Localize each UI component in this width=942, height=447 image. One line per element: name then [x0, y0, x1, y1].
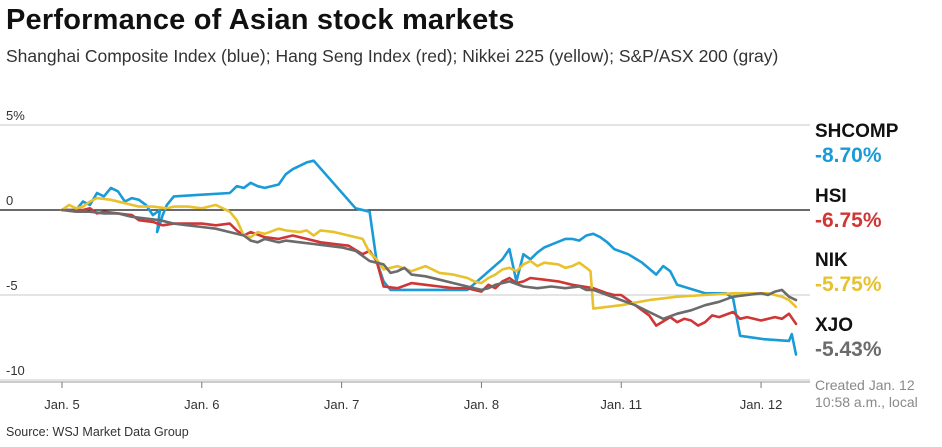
created-date: Created Jan. 12 [815, 377, 915, 393]
source-note: Source: WSJ Market Data Group [6, 425, 189, 439]
y-tick-label: 5% [6, 108, 25, 123]
series-line-xjo [60, 208, 798, 321]
legend-value-xjo: -5.43% [815, 338, 882, 361]
y-tick-label: -5 [6, 278, 18, 293]
legend-code-nik: NIK [815, 250, 848, 271]
created-note: Created Jan. 12 10:58 a.m., local [815, 377, 918, 411]
x-tick-label: Jan. 6 [184, 397, 219, 412]
x-tick-label: Jan. 8 [464, 397, 499, 412]
y-tick-label: -10 [6, 363, 25, 378]
legend-value-nik: -5.75% [815, 273, 882, 296]
created-time: 10:58 a.m., local [815, 394, 918, 410]
legend-code-hsi: HSI [815, 186, 847, 207]
series-line-nik [60, 196, 798, 310]
y-axis-ticks: 5% 0 -5 -10 [6, 108, 25, 378]
legend-code-shcomp: SHCOMP [815, 121, 899, 142]
legend-value-hsi: -6.75% [815, 209, 882, 232]
x-tick-label: Jan. 5 [44, 397, 79, 412]
grid-lines [0, 124, 810, 381]
series-line-hsi [60, 207, 798, 327]
x-tick-label: Jan. 12 [740, 397, 783, 412]
x-axis: Jan. 5 Jan. 6 Jan. 7 Jan. 8 Jan. 11 Jan. 12 [0, 381, 810, 412]
x-tick-label: Jan. 11 [600, 397, 642, 412]
series-line-shcomp [60, 159, 798, 356]
y-tick-label: 0 [6, 193, 13, 208]
series-lines [60, 159, 798, 356]
legend-value-shcomp: -8.70% [815, 144, 882, 167]
x-tick-label: Jan. 7 [324, 397, 359, 412]
legend-code-xjo: XJO [815, 315, 854, 336]
chart-subtitle: Shanghai Composite Index (blue); Hang Se… [6, 46, 779, 66]
chart-title: Performance of Asian stock markets [6, 4, 515, 36]
